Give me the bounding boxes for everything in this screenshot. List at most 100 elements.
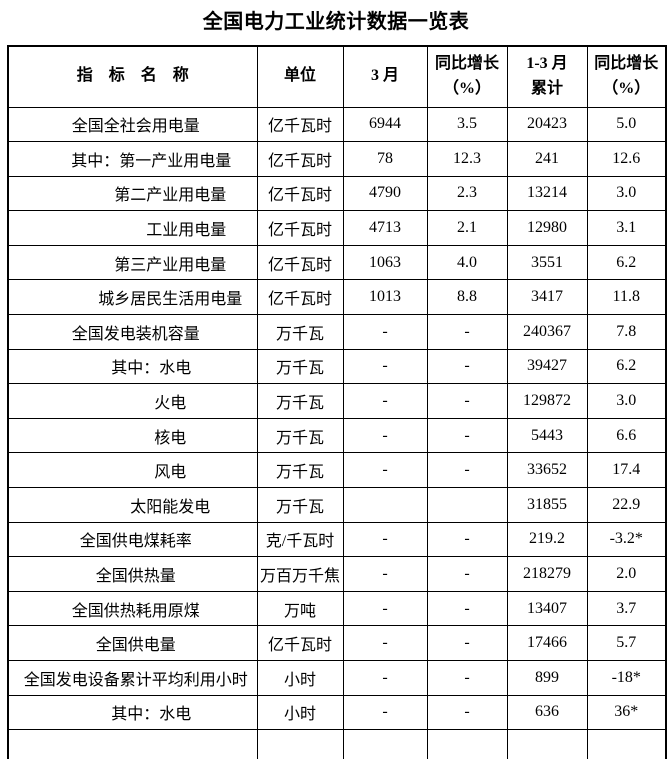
cell-march: - bbox=[342, 556, 428, 592]
cell-indicator: 第二产业用电量 bbox=[7, 175, 258, 212]
col-header-cumulative: 1-3 月 累计 bbox=[506, 45, 588, 108]
cell-march-yoy: - bbox=[426, 314, 508, 350]
cell-cumulative-yoy: -18* bbox=[586, 660, 667, 696]
cell-cumulative: 219.2 bbox=[506, 521, 588, 558]
table-row: 其中：水电 万千瓦 - -39427 6.2 bbox=[7, 348, 667, 385]
table-row: 第二产业用电量 亿千瓦时 4790 2.3 13214 3.0 bbox=[7, 175, 667, 212]
cell-march: 78 bbox=[342, 141, 428, 177]
stats-table: 指 标 名 称 单位 3 月 同比增长 （%） 1-3 月 累计 同比增长 （%… bbox=[7, 45, 667, 759]
table-row: 核电 万千瓦 - -5443 6.6 bbox=[7, 417, 667, 454]
cell-cumulative-yoy: 6.2 bbox=[586, 348, 667, 385]
cell-cumulative: 3417 bbox=[506, 279, 588, 316]
cell-cumulative-yoy: 2.0 bbox=[586, 556, 667, 592]
cell-march-yoy: - bbox=[426, 452, 508, 489]
cell-unit: 亿千瓦时 bbox=[256, 210, 344, 246]
table-row: 全国发电设备累计平均利用小时 小时 - -899 -18* bbox=[7, 660, 667, 696]
table-row: 全国供电量 亿千瓦时 - -17466 5.7 bbox=[7, 625, 667, 661]
cell-indicator: 全国供电量 bbox=[7, 625, 258, 661]
cell-indicator: 太阳能发电 bbox=[7, 487, 258, 523]
cell-march: - bbox=[342, 348, 428, 385]
cell-cumulative-yoy: 17.4 bbox=[586, 452, 667, 489]
cell-unit: 万千瓦 bbox=[256, 487, 344, 523]
table-row: 其中：第一产业用电量 亿千瓦时 78 12.3 241 12.6 bbox=[7, 141, 667, 177]
cell-march: 4713 bbox=[342, 210, 428, 246]
cell-indicator: 核电 bbox=[7, 417, 258, 454]
cell-march: - bbox=[342, 383, 428, 419]
cell-cumulative: 129872 bbox=[506, 383, 588, 419]
cell-cumulative: 3551 bbox=[506, 244, 588, 281]
cell-unit: 亿千瓦时 bbox=[256, 244, 344, 281]
cell-march-yoy: - bbox=[426, 383, 508, 419]
col-header-march: 3 月 bbox=[342, 45, 428, 108]
table-row: 第三产业用电量 亿千瓦时 1063 4.0 3551 6.2 bbox=[7, 244, 667, 281]
col-header-unit: 单位 bbox=[256, 45, 344, 108]
cell-march-yoy: - bbox=[426, 521, 508, 558]
cell-indicator: 全国供电煤耗率 bbox=[7, 521, 258, 558]
cell-unit bbox=[256, 729, 344, 759]
cell-march: - bbox=[342, 625, 428, 661]
cell-march: - bbox=[342, 452, 428, 489]
cell-indicator: 火电 bbox=[7, 383, 258, 419]
cell-cumulative-yoy: 36* bbox=[586, 694, 667, 731]
cell-cumulative: 218279 bbox=[506, 556, 588, 592]
cell-indicator: 第三产业用电量 bbox=[7, 244, 258, 281]
cell-cumulative-yoy: 5.0 bbox=[586, 106, 667, 143]
cell-march: - bbox=[342, 417, 428, 454]
cell-march: - bbox=[342, 314, 428, 350]
cell-march-yoy: - bbox=[426, 694, 508, 731]
cell-march-yoy bbox=[426, 487, 508, 523]
cell-march-yoy: 3.5 bbox=[426, 106, 508, 143]
cell-cumulative: 31855 bbox=[506, 487, 588, 523]
cell-cumulative-yoy: -3.2* bbox=[586, 521, 667, 558]
cell-indicator: 全国全社会用电量 bbox=[7, 106, 258, 143]
cell-unit: 小时 bbox=[256, 694, 344, 731]
cell-cumulative: 33652 bbox=[506, 452, 588, 489]
table-row bbox=[7, 729, 667, 759]
cell-march-yoy bbox=[426, 729, 508, 759]
cell-cumulative: 636 bbox=[506, 694, 588, 731]
cell-cumulative-yoy: 6.6 bbox=[586, 417, 667, 454]
cell-cumulative: 5443 bbox=[506, 417, 588, 454]
cell-unit: 万千瓦 bbox=[256, 417, 344, 454]
cell-unit: 万千瓦 bbox=[256, 348, 344, 385]
cell-unit: 亿千瓦时 bbox=[256, 279, 344, 316]
table-row: 工业用电量 亿千瓦时 4713 2.1 12980 3.1 bbox=[7, 210, 667, 246]
cell-unit: 万吨 bbox=[256, 590, 344, 627]
cell-cumulative-yoy: 22.9 bbox=[586, 487, 667, 523]
cell-cumulative-yoy: 12.6 bbox=[586, 141, 667, 177]
cell-march-yoy: - bbox=[426, 417, 508, 454]
cell-cumulative-yoy: 3.7 bbox=[586, 590, 667, 627]
cell-march: 4790 bbox=[342, 175, 428, 212]
cell-cumulative-yoy: 7.8 bbox=[586, 314, 667, 350]
cell-cumulative: 240367 bbox=[506, 314, 588, 350]
cell-unit: 万千瓦 bbox=[256, 452, 344, 489]
cell-indicator: 全国发电设备累计平均利用小时 bbox=[7, 660, 258, 696]
cell-cumulative: 899 bbox=[506, 660, 588, 696]
cell-cumulative-yoy: 6.2 bbox=[586, 244, 667, 281]
cell-march-yoy: - bbox=[426, 660, 508, 696]
cell-cumulative: 12980 bbox=[506, 210, 588, 246]
cell-unit: 亿千瓦时 bbox=[256, 141, 344, 177]
cell-cumulative-yoy bbox=[586, 729, 667, 759]
page-title: 全国电力工业统计数据一览表 bbox=[202, 11, 470, 33]
col-header-indicator: 指 标 名 称 bbox=[7, 45, 258, 108]
cell-cumulative bbox=[506, 729, 588, 759]
cell-march: - bbox=[342, 660, 428, 696]
cell-cumulative: 20423 bbox=[506, 106, 588, 143]
table-row: 火电 万千瓦 - -129872 3.0 bbox=[7, 383, 667, 419]
cell-indicator: 其中：水电 bbox=[7, 694, 258, 731]
cell-indicator: 其中：水电 bbox=[7, 348, 258, 385]
cell-cumulative-yoy: 11.8 bbox=[586, 279, 667, 316]
cell-cumulative-yoy: 3.0 bbox=[586, 383, 667, 419]
cell-cumulative: 13407 bbox=[506, 590, 588, 627]
cell-march-yoy: 8.8 bbox=[426, 279, 508, 316]
cell-unit: 亿千瓦时 bbox=[256, 106, 344, 143]
cell-unit: 万千瓦 bbox=[256, 314, 344, 350]
cell-march-yoy: - bbox=[426, 348, 508, 385]
table-row: 全国供热耗用原煤 万吨 - -13407 3.7 bbox=[7, 590, 667, 627]
cell-indicator bbox=[7, 729, 258, 759]
cell-indicator: 全国供热耗用原煤 bbox=[7, 590, 258, 627]
cell-cumulative: 13214 bbox=[506, 175, 588, 212]
col-header-march-yoy: 同比增长 （%） bbox=[426, 45, 508, 108]
